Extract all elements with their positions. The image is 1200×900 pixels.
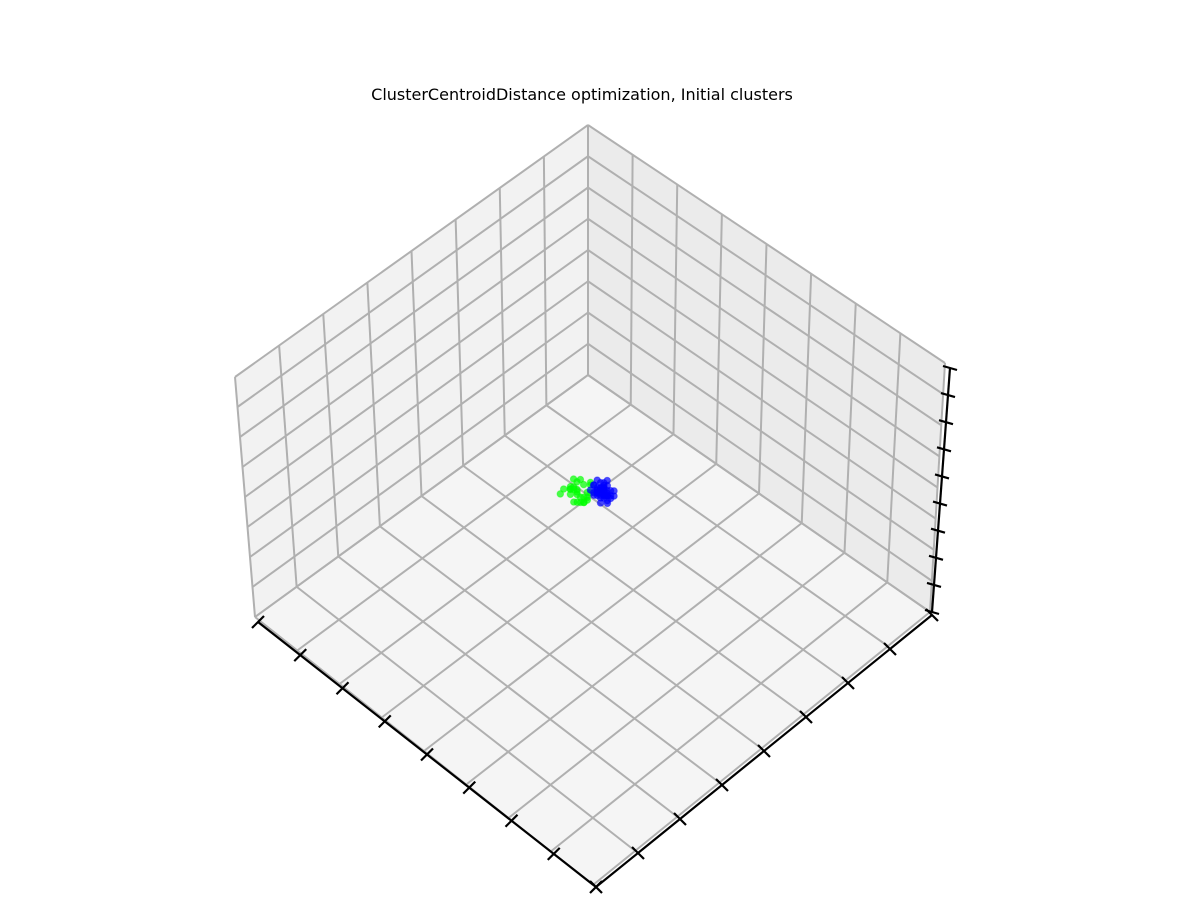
data-point-green <box>559 485 568 493</box>
axis-lines <box>251 364 958 894</box>
grid-line <box>587 155 944 395</box>
axes-panes <box>235 125 945 885</box>
tick-mark <box>757 744 771 758</box>
tick-mark <box>883 642 897 656</box>
tick-mark <box>251 615 265 629</box>
grid-line <box>587 217 940 458</box>
tick-mark <box>938 419 954 426</box>
data-point-blue <box>600 481 608 490</box>
tick-mark <box>546 847 561 861</box>
chart-title: ClusterCentroidDistance optimization, In… <box>371 85 793 104</box>
grid-line <box>423 492 760 752</box>
tick-mark <box>940 392 956 399</box>
data-point-blue <box>593 488 602 497</box>
tick-mark <box>420 747 434 762</box>
tick-mark <box>715 778 729 792</box>
data-point-blue <box>596 494 605 502</box>
data-point-green <box>566 490 575 499</box>
tick-mark <box>930 527 946 534</box>
tick-mark <box>589 880 603 894</box>
tick-mark <box>932 500 948 507</box>
grid-line <box>800 273 813 524</box>
data-point-green <box>569 475 578 483</box>
tick-mark <box>934 473 950 480</box>
tick-mark <box>928 554 944 561</box>
grid-line <box>843 303 857 553</box>
grid-line <box>379 525 720 784</box>
grid-line <box>236 155 589 408</box>
grid-line <box>337 555 678 818</box>
grid-line <box>239 186 589 438</box>
tick-mark <box>462 780 477 795</box>
data-points <box>556 475 618 508</box>
tick-mark <box>631 846 645 860</box>
grid-line <box>507 551 846 819</box>
tick-mark <box>504 813 519 828</box>
grid-line <box>296 585 636 852</box>
grid-line <box>465 522 803 786</box>
data-point-green <box>556 490 565 498</box>
grid-line <box>587 124 946 364</box>
tick-mark <box>936 446 952 453</box>
grid-line <box>886 333 902 583</box>
tick-mark <box>841 676 855 690</box>
tick-mark <box>673 812 687 826</box>
pane-left-wall <box>235 125 588 617</box>
tick-mark <box>942 364 958 372</box>
grid-line <box>587 249 939 489</box>
data-point-green <box>580 498 588 507</box>
grid-line <box>234 376 256 618</box>
data-point-green <box>576 493 585 502</box>
tick-mark <box>377 714 392 729</box>
tick-mark <box>799 710 813 724</box>
grid-line <box>234 124 589 378</box>
z-axis-line <box>930 367 952 613</box>
grid-line <box>929 362 946 613</box>
data-point-blue <box>603 499 612 508</box>
tick-mark <box>924 608 940 616</box>
tick-mark <box>293 648 308 662</box>
data-point-blue <box>610 492 618 500</box>
grid-line <box>366 282 381 527</box>
data-point-green <box>579 480 588 489</box>
pane-floor <box>255 375 930 885</box>
tick-mark <box>335 681 350 696</box>
grid-line <box>587 186 942 427</box>
grid-line <box>550 581 888 853</box>
data-point-blue <box>603 486 612 495</box>
grid-lines <box>234 124 946 886</box>
grid-line <box>278 345 298 587</box>
tick-mark <box>926 581 942 588</box>
data-point-green <box>569 483 578 491</box>
grid-line <box>244 249 589 498</box>
data-point-green <box>576 475 585 484</box>
grid-line <box>241 217 589 468</box>
grid-line <box>322 313 340 557</box>
